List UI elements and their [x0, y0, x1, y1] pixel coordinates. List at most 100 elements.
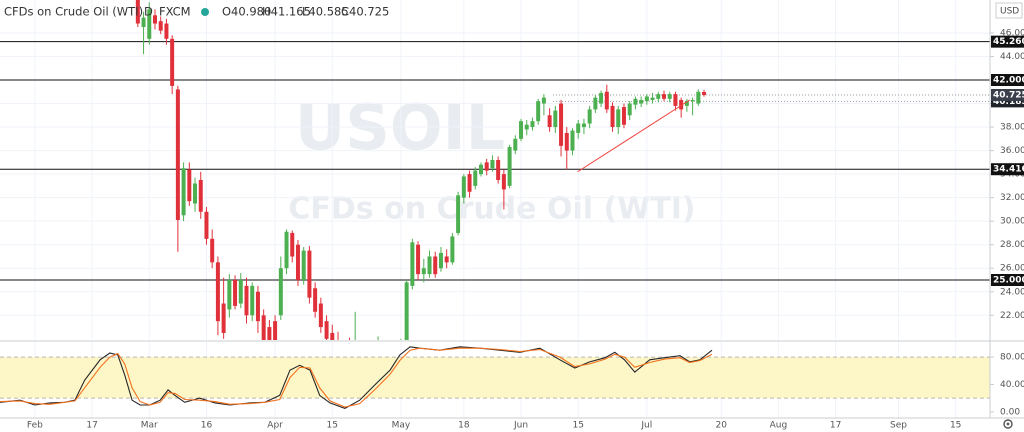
candle-body: [135, 0, 140, 24]
candle-body: [433, 256, 438, 275]
candle-body: [421, 268, 426, 275]
candle-body: [204, 211, 209, 239]
candle-body: [507, 147, 512, 186]
x-tick-label: Aug: [770, 421, 788, 431]
candle-body: [210, 238, 215, 263]
candle-body: [278, 268, 283, 316]
price-line-tag: [991, 274, 1024, 286]
x-tick-label: 20: [715, 421, 727, 431]
y2-tick-label: 80.00: [1000, 353, 1024, 363]
legend-header: CFDs on Crude Oil (WTI) D FXCM O40.980 H…: [4, 5, 389, 19]
candle-body: [456, 195, 461, 233]
candle-body: [255, 291, 260, 322]
price-line-label: 45.260: [993, 37, 1024, 47]
gear-ring[interactable]: [1003, 419, 1013, 429]
x-tick-label: 18: [458, 421, 470, 431]
candle-body: [238, 280, 243, 304]
price-pane: [0, 0, 990, 340]
stoch-band: [0, 357, 990, 399]
candle-body: [536, 101, 541, 122]
candle-body: [478, 164, 483, 175]
candle-body: [461, 176, 466, 198]
candle-body: [587, 109, 592, 124]
candle-body: [501, 174, 506, 190]
settings-gear[interactable]: [1003, 419, 1013, 429]
candle-body: [307, 250, 312, 298]
price-line-tag: [991, 35, 1024, 48]
candle-body: [679, 100, 684, 110]
candle-body: [330, 332, 335, 340]
candle-body: [530, 121, 535, 128]
x-tick-label: 15: [572, 421, 583, 431]
candle-body: [187, 169, 192, 202]
y2-tick-label: 40.00: [1000, 380, 1024, 390]
price-tag: [991, 89, 1024, 101]
candle-body: [570, 130, 575, 151]
y-tick-label: 24.000: [1000, 287, 1024, 297]
x-tick-label: Jul: [640, 421, 652, 431]
ohlc-low: L40.585: [302, 5, 349, 19]
x-tick-label: 15: [327, 421, 338, 431]
candle-body: [290, 232, 295, 257]
candle-body: [318, 303, 323, 328]
candle-body: [524, 124, 529, 130]
ohlc-open: O40.980: [222, 5, 271, 19]
candle-body: [313, 288, 318, 312]
candle-body: [593, 97, 598, 110]
candle-body: [644, 96, 649, 102]
candle-body: [656, 94, 661, 99]
candle-body: [667, 94, 672, 99]
candle-body: [696, 91, 701, 104]
candle-body: [684, 101, 689, 106]
candle-body: [553, 110, 558, 128]
y-tick-label: 32.000: [1000, 193, 1024, 203]
candle-body: [444, 256, 449, 263]
y-tick-label: 36.000: [1000, 146, 1024, 156]
y-tick-label: 44.000: [1000, 52, 1024, 62]
candle-body: [438, 252, 443, 269]
x-tick-label: May: [392, 421, 411, 431]
y2-tick-label: 0.00: [1000, 407, 1020, 417]
candle-body: [467, 174, 472, 192]
candle-body: [427, 256, 432, 275]
status-dot: [201, 8, 209, 16]
candle-body: [559, 103, 564, 146]
gear-center[interactable]: [1006, 422, 1010, 426]
y-tick-label: 38.000: [1000, 123, 1024, 133]
candle-body: [702, 92, 707, 95]
candle-body: [233, 280, 238, 306]
stoch-line: [0, 347, 713, 408]
candle-body: [610, 105, 615, 128]
candle-body: [261, 315, 266, 340]
x-tick-label: Sep: [890, 421, 907, 431]
currency[interactable]: USD: [1000, 7, 1019, 17]
candle-body: [673, 94, 678, 106]
candle-body: [576, 123, 581, 133]
candle-body: [170, 38, 175, 86]
currency-box[interactable]: [995, 2, 1023, 19]
price-line-label: 42.000: [993, 76, 1024, 86]
candle-body: [616, 109, 621, 128]
candle-body: [490, 160, 495, 169]
source: FXCM: [159, 5, 191, 19]
candle-body: [198, 180, 203, 212]
candle-body: [284, 231, 289, 269]
candle-body: [410, 242, 415, 286]
candle-body: [164, 23, 169, 39]
stochastic-pane: [0, 342, 990, 418]
stoch-line: [0, 346, 713, 410]
ohlc-close: C40.725: [341, 5, 389, 19]
candle-body: [244, 285, 249, 316]
price-line-label: 25.000: [993, 276, 1024, 286]
price-line-tag: [991, 163, 1024, 176]
x-tick-label: 17: [830, 421, 841, 431]
candle-body: [301, 250, 306, 280]
candle-body: [175, 89, 180, 220]
price-line-label: 34.416: [993, 165, 1024, 175]
candle-body: [147, 9, 152, 39]
price-tag-label: 40.725: [993, 91, 1024, 101]
candle-body: [627, 103, 632, 116]
candle-body: [221, 303, 226, 333]
candle-body: [416, 244, 421, 275]
candle-body: [633, 98, 638, 105]
